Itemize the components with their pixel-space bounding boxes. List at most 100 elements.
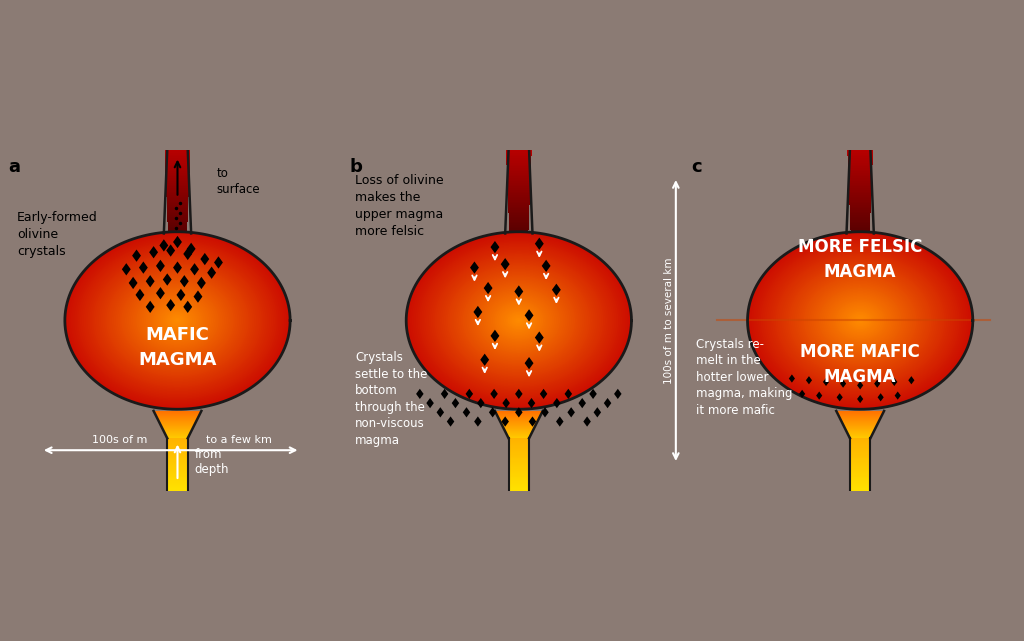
Polygon shape <box>409 233 630 408</box>
Polygon shape <box>447 264 590 377</box>
Polygon shape <box>850 446 870 447</box>
Polygon shape <box>506 143 532 144</box>
Polygon shape <box>167 479 187 480</box>
Polygon shape <box>844 423 877 438</box>
Polygon shape <box>454 269 585 372</box>
Text: 100s of m: 100s of m <box>92 435 147 445</box>
Polygon shape <box>850 435 870 438</box>
Polygon shape <box>166 175 189 176</box>
Polygon shape <box>509 449 529 450</box>
Polygon shape <box>474 285 564 356</box>
Polygon shape <box>850 478 870 479</box>
Polygon shape <box>509 453 529 454</box>
Polygon shape <box>850 507 870 508</box>
Polygon shape <box>168 227 187 228</box>
Polygon shape <box>509 444 529 445</box>
Polygon shape <box>150 298 206 343</box>
Polygon shape <box>614 389 622 399</box>
Polygon shape <box>509 484 529 485</box>
Polygon shape <box>837 412 884 438</box>
Polygon shape <box>157 415 199 438</box>
Polygon shape <box>500 419 539 438</box>
Polygon shape <box>459 273 579 368</box>
Polygon shape <box>167 213 187 215</box>
Polygon shape <box>513 316 524 325</box>
Polygon shape <box>161 424 195 438</box>
Polygon shape <box>850 467 870 469</box>
Text: to
surface: to surface <box>217 167 260 196</box>
Polygon shape <box>509 215 529 217</box>
Polygon shape <box>163 428 191 438</box>
Polygon shape <box>129 282 226 359</box>
Polygon shape <box>508 205 529 206</box>
Polygon shape <box>165 168 189 170</box>
Polygon shape <box>509 494 529 495</box>
Polygon shape <box>850 503 870 504</box>
Polygon shape <box>508 198 529 200</box>
Polygon shape <box>167 483 187 484</box>
Polygon shape <box>140 291 215 350</box>
Polygon shape <box>506 431 531 438</box>
Polygon shape <box>506 136 532 138</box>
Polygon shape <box>167 437 187 438</box>
Polygon shape <box>847 148 873 149</box>
Polygon shape <box>165 165 189 166</box>
Polygon shape <box>87 249 267 392</box>
Polygon shape <box>843 422 878 438</box>
Polygon shape <box>507 432 530 438</box>
Polygon shape <box>841 419 880 438</box>
Polygon shape <box>167 504 187 506</box>
Polygon shape <box>174 317 181 324</box>
Polygon shape <box>509 483 529 484</box>
Polygon shape <box>165 153 190 154</box>
Polygon shape <box>846 428 874 438</box>
Polygon shape <box>159 420 197 438</box>
Polygon shape <box>190 263 199 276</box>
Polygon shape <box>509 479 529 480</box>
Polygon shape <box>129 277 137 289</box>
Polygon shape <box>167 443 187 444</box>
Polygon shape <box>841 418 880 438</box>
Polygon shape <box>93 254 262 387</box>
Polygon shape <box>850 212 870 213</box>
Polygon shape <box>857 395 863 403</box>
Polygon shape <box>515 407 522 417</box>
Polygon shape <box>509 473 529 474</box>
Polygon shape <box>156 415 200 438</box>
Polygon shape <box>507 168 531 170</box>
Polygon shape <box>848 168 872 170</box>
Polygon shape <box>509 438 529 440</box>
Polygon shape <box>850 438 870 440</box>
Polygon shape <box>168 435 187 438</box>
Polygon shape <box>759 240 962 401</box>
Polygon shape <box>850 497 870 498</box>
Polygon shape <box>849 195 871 197</box>
Polygon shape <box>167 469 187 470</box>
Polygon shape <box>165 148 190 149</box>
Polygon shape <box>167 462 187 463</box>
Polygon shape <box>515 389 522 399</box>
Polygon shape <box>452 267 587 374</box>
Polygon shape <box>167 450 187 451</box>
Text: b: b <box>350 158 362 176</box>
Polygon shape <box>483 292 555 349</box>
Polygon shape <box>804 276 916 365</box>
Polygon shape <box>838 303 883 338</box>
Polygon shape <box>847 135 873 136</box>
Polygon shape <box>774 253 946 388</box>
Polygon shape <box>167 195 188 197</box>
Polygon shape <box>507 162 531 163</box>
Polygon shape <box>850 219 870 220</box>
Polygon shape <box>788 264 932 377</box>
Polygon shape <box>167 454 187 456</box>
Polygon shape <box>167 493 187 494</box>
Polygon shape <box>508 200 529 201</box>
Polygon shape <box>840 417 881 438</box>
Polygon shape <box>168 230 187 232</box>
Polygon shape <box>438 257 599 384</box>
Polygon shape <box>155 413 200 438</box>
Polygon shape <box>65 232 290 409</box>
Polygon shape <box>845 425 876 438</box>
Polygon shape <box>847 143 873 144</box>
Polygon shape <box>850 224 870 225</box>
